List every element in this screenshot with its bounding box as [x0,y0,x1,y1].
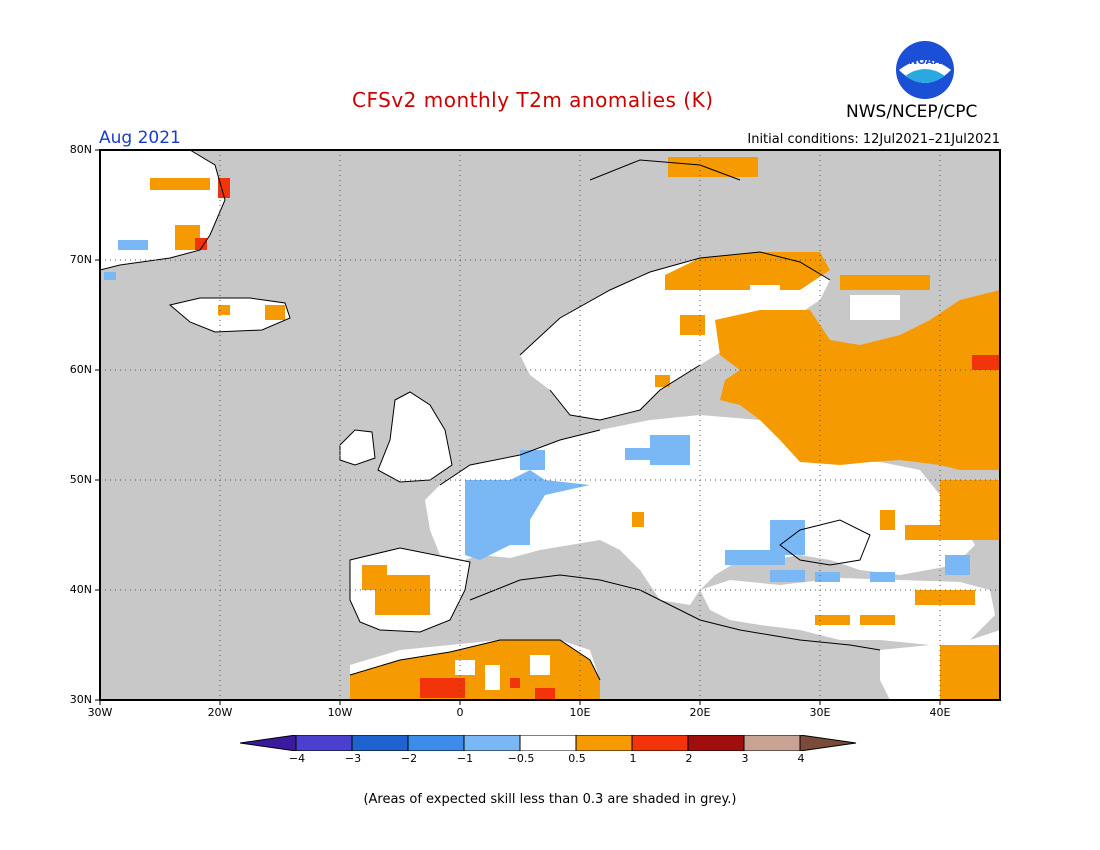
colorbar-label: 4 [797,752,805,765]
colorbar-swatch [631,735,689,751]
lon-tick: 30E [809,706,831,719]
colorbar-label: −3 [344,752,362,765]
colorbar-label: 2 [685,752,693,765]
mediterranean [470,575,880,700]
lon-tick: 20W [207,706,233,719]
colorbar-label: 0.5 [568,752,586,765]
map-frame [99,149,1001,701]
hot-anomalies [195,178,1000,700]
initial-conditions: Initial conditions: 12Jul2021–21Jul2021 [747,132,1000,147]
colorbar-swatch [519,735,577,751]
colorbar-swatch [295,735,353,751]
graticule [100,150,1000,700]
skill-note: (Areas of expected skill less than 0.3 a… [363,792,737,807]
colorbar-label: 3 [741,752,749,765]
neutral-patches [455,285,900,690]
coastlines [99,149,881,681]
agency-label: NWS/NCEP/CPC [846,102,978,122]
colorbar-arrow-low [240,735,297,751]
chart-title: CFSv2 monthly T2m anomalies (K) [352,88,714,112]
colorbar-swatch [575,735,633,751]
colorbar-swatch [407,735,465,751]
noaa-logo: NOAA [896,41,954,99]
cool-anomalies [104,240,970,582]
colorbar-swatch [743,735,801,751]
axis-ticks [95,149,941,705]
forecast-month: Aug 2021 [99,128,181,148]
colorbar-label: −1 [456,752,474,765]
colorbar-label: −0.5 [507,752,535,765]
color-bar [240,735,857,751]
lon-tick: 30W [87,706,113,719]
lat-tick: 30N [69,693,92,706]
lon-tick: 10W [327,706,353,719]
lon-tick: 40E [929,706,951,719]
lat-tick: 40N [69,583,92,596]
colorbar-label: 1 [629,752,637,765]
lat-tick: 70N [69,253,92,266]
lat-tick: 80N [69,143,92,156]
colorbar-swatch [351,735,409,751]
lat-tick: 50N [69,473,92,486]
lon-tick: 10E [569,706,591,719]
colorbar-swatch [687,735,745,751]
colorbar-swatch [463,735,521,751]
lon-tick: 20E [689,706,711,719]
lon-tick: 0 [456,706,464,719]
logo-text: NOAA [909,56,941,67]
colorbar-label: −2 [400,752,418,765]
colorbar-arrow-high [799,735,857,751]
lat-tick: 60N [69,363,92,376]
colorbar-label: −4 [288,752,306,765]
